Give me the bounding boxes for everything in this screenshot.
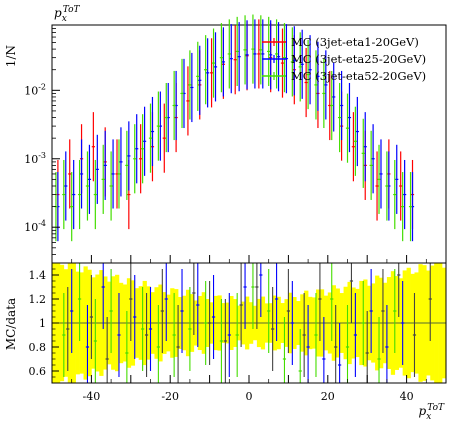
series-2 [56,19,415,242]
ratio-y-tick-label: 1.4 [29,269,47,282]
ratio-y-axis-label: MC/data [4,298,18,350]
main-series-layer [54,14,415,242]
legend-label-3: MC (3jet-eta52-20GeV) [291,69,426,83]
ratio-y-tick-label: 1 [39,317,46,330]
main-y-ticks: 10-4 10-3 10-2 [24,24,60,264]
x-tick-label: 0 [246,390,253,403]
main-y-axis-label: 1/N [4,45,18,67]
top-left-label: pxToT [54,5,80,24]
ratio-series-2 [70,263,405,383]
series-3 [54,14,413,242]
ratio-y-tick-label: 0.6 [29,365,47,378]
main-y-tick-label: 10-2 [24,82,46,97]
x-tick-label: 40 [400,390,414,403]
main-y-tick-label: 10-4 [24,219,46,234]
ratio-series-3 [62,263,397,383]
ratio-y-tick-label: 0.8 [29,341,47,354]
x-axis-label: pxToT [419,403,445,422]
ratio-y-ticks: 0.6 0.8 1 1.2 1.4 [29,262,59,384]
main-plot-frame [51,24,447,264]
legend: MC (3jet-eta1-20GeV) MC (3jet-eta25-20GeV… [262,35,426,83]
x-tick-label: -20 [161,390,179,403]
legend-label-1: MC (3jet-eta1-20GeV) [291,35,419,49]
x-ticks: -40 -20 0 20 40 [51,255,447,403]
ratio-y-tick-label: 1.2 [29,293,47,306]
main-y-tick-label: 10-3 [24,151,46,166]
x-tick-label: -40 [83,390,101,403]
legend-label-2: MC (3jet-eta25-20GeV) [291,52,426,66]
x-tick-label: 20 [321,390,335,403]
ratio-panel: 0.6 0.8 1 1.2 1.4 -40 -20 0 20 40 [29,255,447,403]
ratio-series-layer [62,263,432,383]
ratio-series-1 [66,263,432,383]
main-panel: 10-410-310-2 MC (3jet-eta1-20GeV)MC (3je… [24,14,447,264]
